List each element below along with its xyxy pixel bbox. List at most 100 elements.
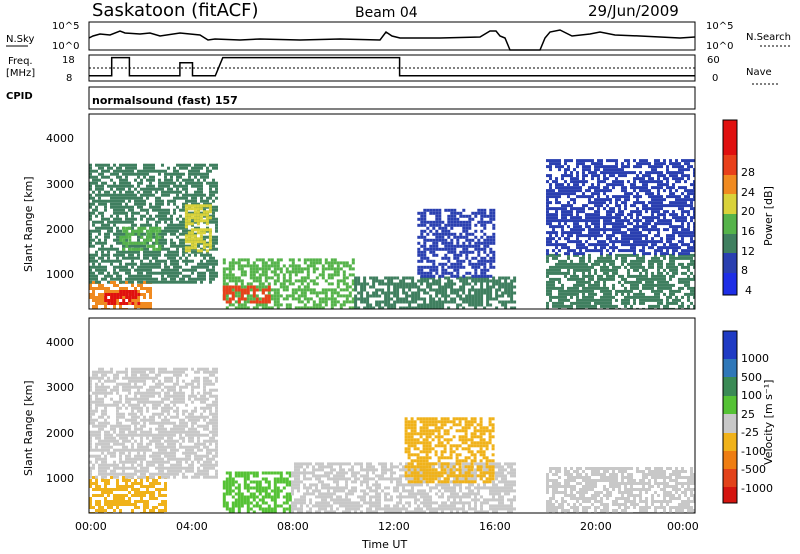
power-cell bbox=[633, 195, 636, 199]
power-y-tick-3000: 3000 bbox=[46, 178, 74, 191]
power-cell bbox=[146, 287, 149, 290]
power-cell bbox=[225, 291, 229, 295]
power-cell bbox=[291, 282, 295, 286]
velocity-cell bbox=[113, 373, 116, 377]
power-cell bbox=[624, 171, 627, 175]
power-cell bbox=[570, 171, 573, 175]
power-cell bbox=[360, 294, 364, 298]
power-cell bbox=[158, 220, 161, 224]
power-cell bbox=[645, 180, 648, 184]
velocity-cell bbox=[95, 445, 98, 449]
power-cell bbox=[345, 297, 349, 301]
power-cell bbox=[420, 220, 424, 224]
power-cell bbox=[155, 199, 158, 203]
velocity-cell bbox=[104, 491, 107, 494]
power-cell bbox=[101, 214, 104, 218]
power-cell bbox=[357, 279, 361, 283]
power-cell bbox=[134, 211, 137, 215]
power-cell bbox=[576, 286, 579, 290]
power-cell bbox=[104, 296, 108, 299]
power-cell bbox=[561, 183, 564, 187]
power-cell bbox=[471, 211, 475, 215]
power-cell bbox=[483, 274, 487, 278]
power-cell bbox=[435, 232, 439, 236]
power-cell bbox=[182, 223, 185, 227]
power-cell bbox=[206, 181, 209, 185]
power-cell bbox=[687, 274, 690, 278]
power-cell bbox=[200, 259, 203, 263]
power-cell bbox=[243, 291, 247, 295]
power-cell bbox=[546, 252, 549, 256]
power-cell bbox=[89, 293, 92, 296]
velocity-cell bbox=[125, 388, 128, 392]
power-cell bbox=[203, 175, 206, 179]
power-cell bbox=[342, 273, 346, 277]
power-cell bbox=[155, 169, 158, 173]
velocity-cell bbox=[104, 403, 107, 407]
power-cell bbox=[155, 265, 158, 269]
power-cell bbox=[615, 201, 618, 205]
power-cell bbox=[615, 246, 618, 250]
noise-panel: N.Sky 10^5 10^0 10^5 10^0 N.Search bbox=[6, 21, 792, 52]
power-cell bbox=[603, 165, 606, 169]
power-cell bbox=[558, 195, 561, 199]
power-cell bbox=[182, 268, 185, 272]
power-cell bbox=[176, 217, 179, 221]
power-cell bbox=[276, 279, 280, 283]
power-cell bbox=[456, 271, 460, 275]
power-cell bbox=[669, 189, 672, 193]
power-cell bbox=[465, 271, 469, 275]
power-cell bbox=[143, 223, 146, 227]
power-cell bbox=[354, 303, 358, 307]
velocity-cell bbox=[116, 488, 119, 491]
power-cell bbox=[642, 174, 645, 178]
power-cell bbox=[225, 288, 229, 292]
power-cell bbox=[615, 204, 618, 208]
power-cell bbox=[191, 250, 194, 254]
power-cell bbox=[444, 223, 448, 227]
power-cell bbox=[273, 264, 277, 268]
power-cell bbox=[420, 229, 424, 233]
velocity-cell bbox=[98, 421, 101, 425]
power-cell bbox=[558, 271, 561, 275]
power-cell bbox=[642, 277, 645, 281]
power-cell bbox=[107, 226, 110, 230]
velocity-cell bbox=[155, 506, 158, 509]
velocity-cell bbox=[122, 503, 125, 506]
velocity-cell bbox=[116, 418, 119, 422]
power-cell bbox=[564, 162, 567, 166]
power-cell bbox=[110, 178, 113, 182]
power-cell bbox=[573, 207, 576, 211]
power-cell bbox=[199, 216, 203, 220]
power-cell bbox=[194, 172, 197, 176]
power-cell bbox=[101, 187, 104, 191]
power-cell bbox=[212, 217, 215, 221]
velocity-cell bbox=[101, 391, 104, 395]
power-cell bbox=[669, 301, 672, 305]
power-cell bbox=[98, 193, 101, 197]
power-cell bbox=[624, 304, 627, 308]
power-cell bbox=[420, 303, 424, 307]
power-cell bbox=[576, 234, 579, 238]
power-cell bbox=[89, 172, 92, 176]
power-cell bbox=[657, 295, 660, 299]
power-cell bbox=[282, 264, 286, 268]
power-cell bbox=[552, 256, 555, 260]
power-cell bbox=[176, 205, 179, 209]
power-cell bbox=[128, 302, 131, 305]
power-cell bbox=[564, 265, 567, 269]
power-cell bbox=[92, 256, 95, 260]
velocity-cell bbox=[116, 391, 119, 395]
power-cell bbox=[684, 198, 687, 202]
power-cell bbox=[441, 303, 445, 307]
power-cell bbox=[684, 280, 687, 284]
power-cell bbox=[480, 217, 484, 221]
power-cell bbox=[687, 256, 690, 260]
power-cell bbox=[246, 258, 250, 262]
power-cell bbox=[615, 165, 618, 169]
power-cell bbox=[594, 307, 597, 309]
power-cell bbox=[116, 293, 120, 296]
power-cell bbox=[176, 280, 179, 284]
power-cell bbox=[678, 195, 681, 199]
power-cell bbox=[360, 282, 364, 286]
